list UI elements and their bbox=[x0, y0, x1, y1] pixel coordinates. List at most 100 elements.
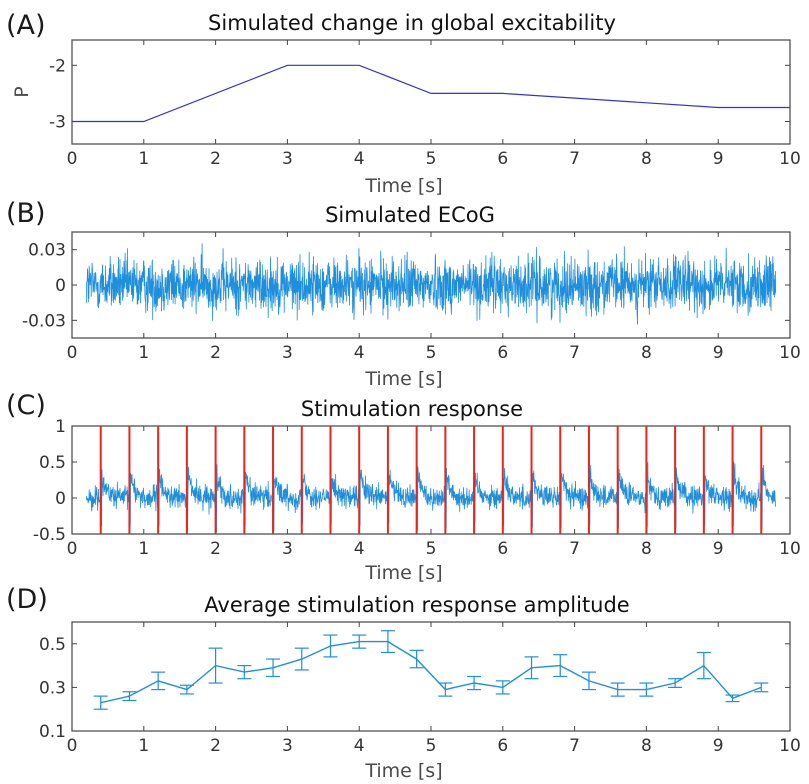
panel-a-xtick-label: 1 bbox=[138, 149, 149, 169]
panel-d-xtick-label: 0 bbox=[67, 736, 78, 756]
panel-c-ytick-label: 1 bbox=[55, 417, 66, 437]
panel-d-error-bar bbox=[524, 656, 539, 680]
panel-c-xlabel: Time [s] bbox=[364, 562, 442, 584]
panel-d-xtick-label: 8 bbox=[641, 736, 652, 756]
panel-d-error-bar bbox=[725, 694, 740, 703]
panel-b-title: Simulated ECoG bbox=[325, 203, 495, 227]
panel-d-error-bar bbox=[352, 634, 367, 649]
panel-b-ytick-label: 0.03 bbox=[28, 241, 66, 261]
panel-c-plot: 0 1 2 3 4 5 6 7 8 9 10-0.500.51 bbox=[33, 417, 801, 559]
panel-c: (C) Stimulation response Time [s] 0 1 2 3 4 5… bbox=[6, 390, 801, 584]
panel-d-error-bar bbox=[553, 654, 568, 678]
panel-c-ytick-label: 0.5 bbox=[39, 453, 66, 473]
panel-d-axes-box bbox=[71, 621, 791, 732]
panel-b-xtick-label: 7 bbox=[569, 343, 580, 363]
panel-c-ytick-label: 0 bbox=[55, 489, 66, 509]
panel-d: (D) Average stimulation response amplitu… bbox=[6, 584, 801, 782]
panel-b-xtick-label: 8 bbox=[641, 343, 652, 363]
panel-a-xlabel: Time [s] bbox=[364, 175, 442, 197]
panel-c-xtick-label: 0 bbox=[67, 539, 78, 559]
panel-d-error-bar bbox=[754, 682, 769, 693]
panel-b-xtick-label: 2 bbox=[210, 343, 221, 363]
panel-a-xtick-label: 2 bbox=[210, 149, 221, 169]
panel-c-xtick-label: 6 bbox=[497, 539, 508, 559]
panel-c-ytick-label: -0.5 bbox=[33, 525, 66, 545]
panel-d-xtick-label: 6 bbox=[497, 736, 508, 756]
panel-d-xtick-label: 1 bbox=[138, 736, 149, 756]
panel-d-letter: (D) bbox=[6, 584, 48, 615]
panel-a-plot: 0 1 2 3 4 5 6 7 8 9 10 -3 -2 bbox=[49, 39, 801, 169]
panel-d-error-bar bbox=[495, 680, 510, 695]
panel-d-error-bar bbox=[639, 682, 654, 697]
panel-d-xtick-label: 9 bbox=[713, 736, 724, 756]
panel-a-letter: (A) bbox=[6, 10, 46, 41]
panel-d-error-bar bbox=[610, 682, 625, 697]
panel-a-ytick-label: -3 bbox=[49, 113, 66, 133]
panel-d-xtick-label: 10 bbox=[779, 736, 801, 756]
panel-d-xtick-label: 5 bbox=[426, 736, 437, 756]
panel-b-ecog-trace bbox=[86, 243, 776, 325]
panel-c-letter: (C) bbox=[6, 390, 46, 421]
panel-a-xtick-label: 0 bbox=[67, 149, 78, 169]
panel-c-xtick-label: 10 bbox=[779, 539, 801, 559]
panel-a-xtick-label: 5 bbox=[426, 149, 437, 169]
panel-d-error-bar bbox=[668, 678, 683, 689]
panel-d-xtick-label: 2 bbox=[210, 736, 221, 756]
panel-d-ytick-label: 0.3 bbox=[39, 678, 66, 698]
panel-c-xtick-label: 9 bbox=[713, 539, 724, 559]
panel-a-xtick-label: 7 bbox=[569, 149, 580, 169]
panel-a-axes-box bbox=[71, 39, 791, 145]
panel-a-xtick-label: 8 bbox=[641, 149, 652, 169]
panel-b-xtick-label: 10 bbox=[779, 343, 801, 363]
panel-c-xtick-label: 3 bbox=[282, 539, 293, 559]
panel-c-response-trace bbox=[86, 461, 776, 533]
panel-d-error-bar bbox=[438, 682, 453, 697]
panel-d-error-bar bbox=[93, 695, 108, 710]
panel-a-xtick-label: 4 bbox=[354, 149, 365, 169]
panel-d-xtick-label: 4 bbox=[354, 736, 365, 756]
panel-d-title: Average stimulation response amplitude bbox=[204, 593, 629, 617]
panel-c-xtick-label: 1 bbox=[138, 539, 149, 559]
panel-d-error-bar bbox=[151, 671, 166, 691]
panel-b: (B) Simulated ECoG Time [s] 0 1 2 3 4 5 6 7 8 9 10… bbox=[6, 198, 801, 390]
panel-b-xtick-label: 5 bbox=[426, 343, 437, 363]
panel-d-error-bar bbox=[266, 658, 281, 678]
panel-d-error-bar bbox=[237, 664, 252, 680]
panel-a-ylabel: P bbox=[11, 86, 33, 97]
panel-d-error-bar bbox=[122, 691, 137, 702]
panel-a: (A) Simulated change in global excitabil… bbox=[6, 10, 801, 197]
panel-d-error-bar bbox=[294, 647, 309, 671]
panel-a-xtick-label: 9 bbox=[713, 149, 724, 169]
panel-b-ytick-label: 0 bbox=[55, 276, 66, 296]
panel-b-letter: (B) bbox=[6, 198, 46, 229]
panel-c-xtick-label: 7 bbox=[569, 539, 580, 559]
panel-b-xtick-label: 1 bbox=[138, 343, 149, 363]
panel-a-xtick-label: 3 bbox=[282, 149, 293, 169]
panel-a-xtick-label: 10 bbox=[779, 149, 801, 169]
panel-c-axes-box bbox=[71, 425, 791, 535]
panel-d-error-bar bbox=[467, 675, 482, 691]
panel-a-xtick-label: 6 bbox=[497, 149, 508, 169]
panel-b-ytick-label: -0.03 bbox=[22, 311, 66, 331]
panel-a-title: Simulated change in global excitability bbox=[208, 11, 616, 35]
panel-c-xtick-label: 4 bbox=[354, 539, 365, 559]
panel-a-ytick-label: -2 bbox=[49, 56, 66, 76]
panel-c-title: Stimulation response bbox=[301, 397, 523, 421]
panel-b-xtick-label: 9 bbox=[713, 343, 724, 363]
panel-d-error-bar bbox=[323, 634, 338, 658]
panel-d-ytick-label: 0.1 bbox=[39, 722, 66, 742]
panel-b-xlabel: Time [s] bbox=[364, 368, 442, 390]
panel-d-error-bar bbox=[409, 649, 424, 669]
panel-d-xlabel: Time [s] bbox=[364, 760, 442, 782]
panel-d-error-bar bbox=[696, 651, 711, 680]
panel-d-error-bar bbox=[581, 671, 596, 691]
panel-d-error-bar bbox=[179, 684, 194, 695]
panel-d-series-line bbox=[100, 640, 762, 704]
panel-d-error-bar bbox=[208, 647, 223, 684]
panel-a-series-line bbox=[72, 64, 790, 123]
panel-c-xtick-label: 5 bbox=[426, 539, 437, 559]
panel-d-error-bar bbox=[380, 630, 395, 654]
panel-d-plot: 0 1 2 3 4 5 6 7 8 9 10 0.1 0.3 0.5 bbox=[39, 621, 801, 756]
